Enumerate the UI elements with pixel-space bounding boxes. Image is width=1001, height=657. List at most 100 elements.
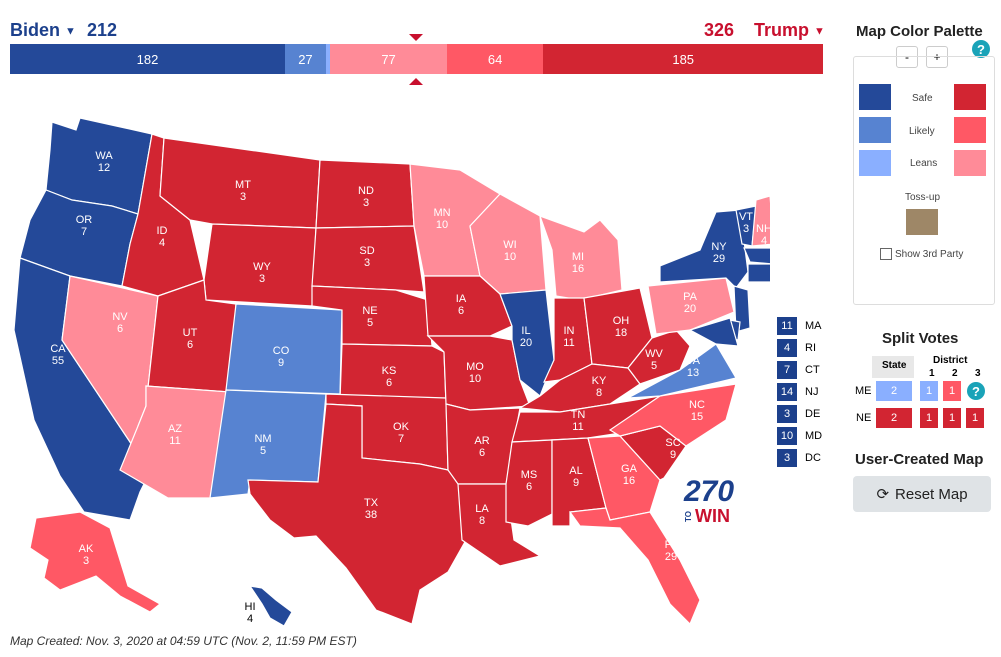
checkbox[interactable]: [880, 248, 892, 260]
small-state-value[interactable]: 7: [777, 361, 797, 379]
likely-label: Likely: [909, 126, 935, 137]
state-label-PA: PA 20: [683, 291, 698, 315]
small-state-value[interactable]: 3: [777, 405, 797, 423]
state-label-AK: AK 3: [79, 543, 94, 567]
rep-leans-swatch[interactable]: [954, 150, 986, 176]
split-help-icon[interactable]: ?: [967, 382, 985, 400]
state-label-IA: IA 6: [456, 293, 467, 317]
me-district-1-cell[interactable]: 1: [920, 381, 938, 401]
trump-total: 326: [704, 20, 735, 40]
270-marker-bottom-icon: [409, 78, 423, 85]
me-district-2-cell[interactable]: 1: [943, 381, 961, 401]
rep-safe-swatch[interactable]: [954, 84, 986, 110]
help-icon[interactable]: ?: [972, 40, 990, 58]
plus-button[interactable]: +: [926, 46, 948, 68]
state-NJ[interactable]: [733, 285, 751, 333]
state-label-KY: KY 8: [592, 375, 607, 399]
state-NY[interactable]: [659, 209, 749, 289]
state-AK[interactable]: [29, 511, 162, 613]
chevron-down-icon: ▼: [65, 25, 76, 38]
state-label-IN: IN 11: [563, 325, 574, 349]
small-state-value[interactable]: 10: [777, 427, 797, 445]
dem-likely-swatch[interactable]: [859, 117, 891, 143]
state-FL[interactable]: [568, 507, 701, 626]
state-label-ID: ID 4: [157, 225, 168, 249]
ev-bar-segment: 182: [10, 44, 286, 74]
state-label-MT: MT 3: [235, 179, 251, 203]
small-state-row[interactable]: 3 DC: [777, 449, 821, 467]
state-label-AL: AL 9: [569, 465, 582, 489]
minus-button[interactable]: -: [896, 46, 918, 68]
small-state-row[interactable]: 11 MA: [777, 317, 822, 335]
state-label-CA: CA 55: [50, 343, 66, 367]
small-state-row[interactable]: 10 MD: [777, 427, 822, 445]
small-state-abbr: RI: [805, 342, 816, 354]
state-label-WY: WY 3: [253, 261, 271, 285]
split-votes-title: Split Votes: [882, 330, 959, 347]
dem-safe-swatch[interactable]: [859, 84, 891, 110]
state-TX[interactable]: [247, 403, 467, 625]
state-MI[interactable]: [539, 215, 623, 301]
270towin-logo: 270 TO WIN: [684, 475, 735, 527]
ne-district-3-cell[interactable]: 1: [966, 408, 984, 428]
reset-map-button[interactable]: ⟳ Reset Map: [853, 476, 991, 512]
state-label-OK: OK 7: [393, 421, 410, 445]
small-state-value[interactable]: 11: [777, 317, 797, 335]
small-state-row[interactable]: 3 DE: [777, 405, 820, 423]
tossup-swatch[interactable]: [906, 209, 938, 235]
state-label-TN: TN 11: [571, 409, 586, 433]
state-label-IL: IL 20: [520, 325, 532, 349]
state-label-GA: GA 16: [621, 463, 638, 487]
state-WV[interactable]: [627, 329, 691, 385]
state-label-MI: MI 16: [572, 251, 584, 275]
rep-likely-swatch[interactable]: [954, 117, 986, 143]
state-MA[interactable]: [743, 247, 770, 266]
state-IL[interactable]: [499, 289, 555, 397]
trump-selector[interactable]: Trump ▼: [754, 20, 825, 41]
state-WY[interactable]: [203, 223, 317, 307]
state-header-bg: [872, 356, 914, 378]
ev-bar-segment: [325, 44, 331, 74]
ne-district-2-cell[interactable]: 1: [943, 408, 961, 428]
state-label-KS: KS 6: [382, 365, 397, 389]
ne-state-cell[interactable]: 2: [876, 408, 912, 428]
state-label-SC: SC 9: [665, 437, 680, 461]
me-state-cell[interactable]: 2: [876, 381, 912, 401]
small-state-abbr: DE: [805, 408, 821, 420]
electoral-vote-bar: 182 27 77 64 185: [10, 44, 823, 74]
small-state-abbr: CT: [805, 364, 820, 376]
state-label-MO: MO 10: [466, 361, 484, 385]
ne-label: NE: [856, 412, 872, 424]
us-map: WA 12 OR 7 CA 55 NV 6 ID 4 MT 3 WY 3 UT 6 AZ 11 C…: [13, 117, 770, 627]
state-MD[interactable]: [688, 317, 739, 347]
small-state-value[interactable]: 3: [777, 449, 797, 467]
state-label-WI: WI 10: [503, 239, 516, 263]
small-state-row[interactable]: 14 NJ: [777, 383, 818, 401]
district-3-header: 3: [975, 368, 981, 379]
state-NC[interactable]: [608, 383, 737, 447]
dem-leans-swatch[interactable]: [859, 150, 891, 176]
state-NH[interactable]: [751, 195, 770, 247]
small-state-row[interactable]: 4 RI: [777, 339, 816, 357]
state-label-CO: CO 9: [273, 345, 290, 369]
show-3rd-party-toggle[interactable]: Show 3rd Party: [880, 248, 963, 260]
small-state-abbr: MA: [805, 320, 822, 332]
state-VA[interactable]: [627, 343, 737, 399]
small-state-value[interactable]: 4: [777, 339, 797, 357]
ev-bar-segment: 27: [285, 44, 326, 74]
state-label-NY: NY 29: [711, 241, 727, 265]
district-2-header: 2: [952, 368, 958, 379]
state-CT[interactable]: [747, 263, 770, 283]
state-SD[interactable]: [311, 225, 425, 293]
color-palette: Safe Likely Leans Toss-up Show 3rd Party: [853, 56, 995, 305]
state-label-NC: NC 15: [689, 399, 705, 423]
ne-district-1-cell[interactable]: 1: [920, 408, 938, 428]
state-label-OR: OR 7: [76, 214, 93, 238]
small-state-value[interactable]: 14: [777, 383, 797, 401]
small-state-row[interactable]: 7 CT: [777, 361, 820, 379]
state-HI[interactable]: [248, 585, 293, 627]
state-label-ND: ND 3: [358, 185, 374, 209]
chevron-down-icon: ▼: [814, 25, 825, 38]
leans-label: Leans: [910, 158, 938, 169]
biden-selector[interactable]: Biden ▼: [10, 20, 76, 41]
